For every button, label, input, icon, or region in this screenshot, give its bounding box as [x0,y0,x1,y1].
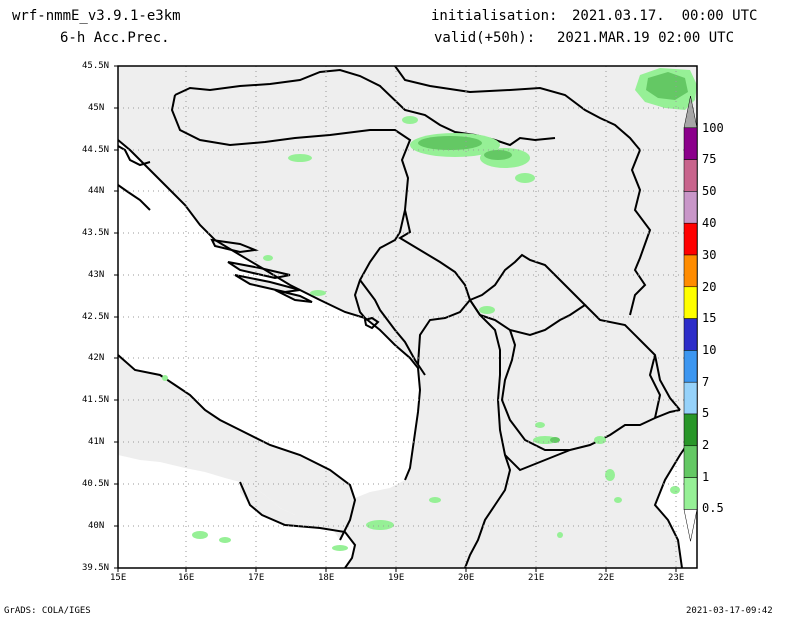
precipitation-patches [162,68,697,551]
colorbar-segment [683,286,698,319]
lat-lon-grid [118,66,697,568]
model-title: wrf-nmmE_v3.9.1-e3km [12,8,181,24]
colorbar-label: 50 [702,184,717,198]
border-greece-north [504,449,571,472]
colorbar-segment [683,445,698,478]
island-1 [210,238,259,254]
lat-tick-label: 45.5N [82,61,110,71]
lat-tick-label: 42N [88,353,105,363]
island-3 [234,274,301,294]
lon-tick-label: 20E [458,573,475,583]
border-serbia-romania [629,149,652,316]
lat-tick-label: 44.5N [82,145,110,155]
lat-tick-label: 40N [88,521,105,531]
lon-tick-label: 18E [318,573,335,583]
valid-value: 2021.MAR.19 02:00 UTC [557,30,735,46]
grads-credit: GrADS: COLA/IGES [4,606,91,616]
border-croatia-bosnia [170,94,412,319]
lon-tick-label: 17E [248,573,265,583]
lat-tick-label: 45N [88,103,105,113]
render-timestamp: 2021-03-17-09:42 [686,606,773,616]
border-slovenia-hungary [174,68,556,147]
border-montenegro [359,279,471,376]
colorbar-segment [683,159,698,192]
lat-tick-label: 44N [88,186,105,196]
colorbar-segment [683,254,698,288]
axis-ticks [114,65,677,572]
colorbar-label: 15 [702,311,717,325]
lon-tick-label: 19E [388,573,405,583]
lon-tick-label: 15E [110,573,127,583]
lat-tick-label: 39.5N [82,563,110,573]
lat-tick-label: 41N [88,437,105,447]
lat-tick-label: 43.5N [82,228,110,238]
colorbar-segment [683,222,698,256]
colorbar-label: 10 [702,343,717,357]
lon-tick-label: 23E [668,573,685,583]
init-label: initialisation: [431,8,558,24]
border-serbia-hungary [394,66,641,151]
colorbar-label: 100 [702,121,724,135]
colorbar-label: 7 [702,375,710,389]
valid-label: valid(+50h): [434,30,536,46]
lat-tick-label: 41.5N [82,395,110,405]
istria-coastline [118,145,151,211]
colorbar-segment [683,127,698,160]
bay-of-kotor [363,316,380,330]
colorbar-label: 30 [702,248,717,262]
colorbar-label: 1 [702,470,710,484]
lat-tick-label: 42.5N [82,312,110,322]
colorbar-segment [683,381,698,415]
colorbar-segment [683,191,698,224]
init-value: 2021.03.17. 00:00 UTC [572,8,758,24]
colorbar-label: 2 [702,438,710,452]
colorbar-segment-below [683,509,698,542]
colorbar-label: 0.5 [702,501,724,515]
lon-tick-label: 16E [178,573,195,583]
colorbar-label: 75 [702,152,717,166]
colorbar [683,95,698,542]
colorbar-label: 5 [702,406,710,420]
lat-tick-label: 43N [88,270,105,280]
colorbar-segment [683,350,698,383]
colorbar-label: 40 [702,216,717,230]
colorbar-label: 20 [702,280,717,294]
island-4 [274,289,313,303]
field-title: 6-h Acc.Prec. [60,30,170,46]
lon-tick-label: 22E [598,573,615,583]
greece-coastline [653,429,697,568]
border-macedonia [500,329,681,451]
island-2 [227,261,291,280]
lon-tick-label: 21E [528,573,545,583]
colorbar-segment [683,318,698,351]
colorbar-segment [683,477,698,510]
lat-tick-label: 40.5N [82,479,110,489]
colorbar-segment [683,413,698,447]
border-bulgaria-greece [648,354,662,419]
border-serbia-macedonia-bulgaria [584,304,681,411]
adriatic-east-coastline [118,139,422,481]
italy-coast [118,355,355,540]
